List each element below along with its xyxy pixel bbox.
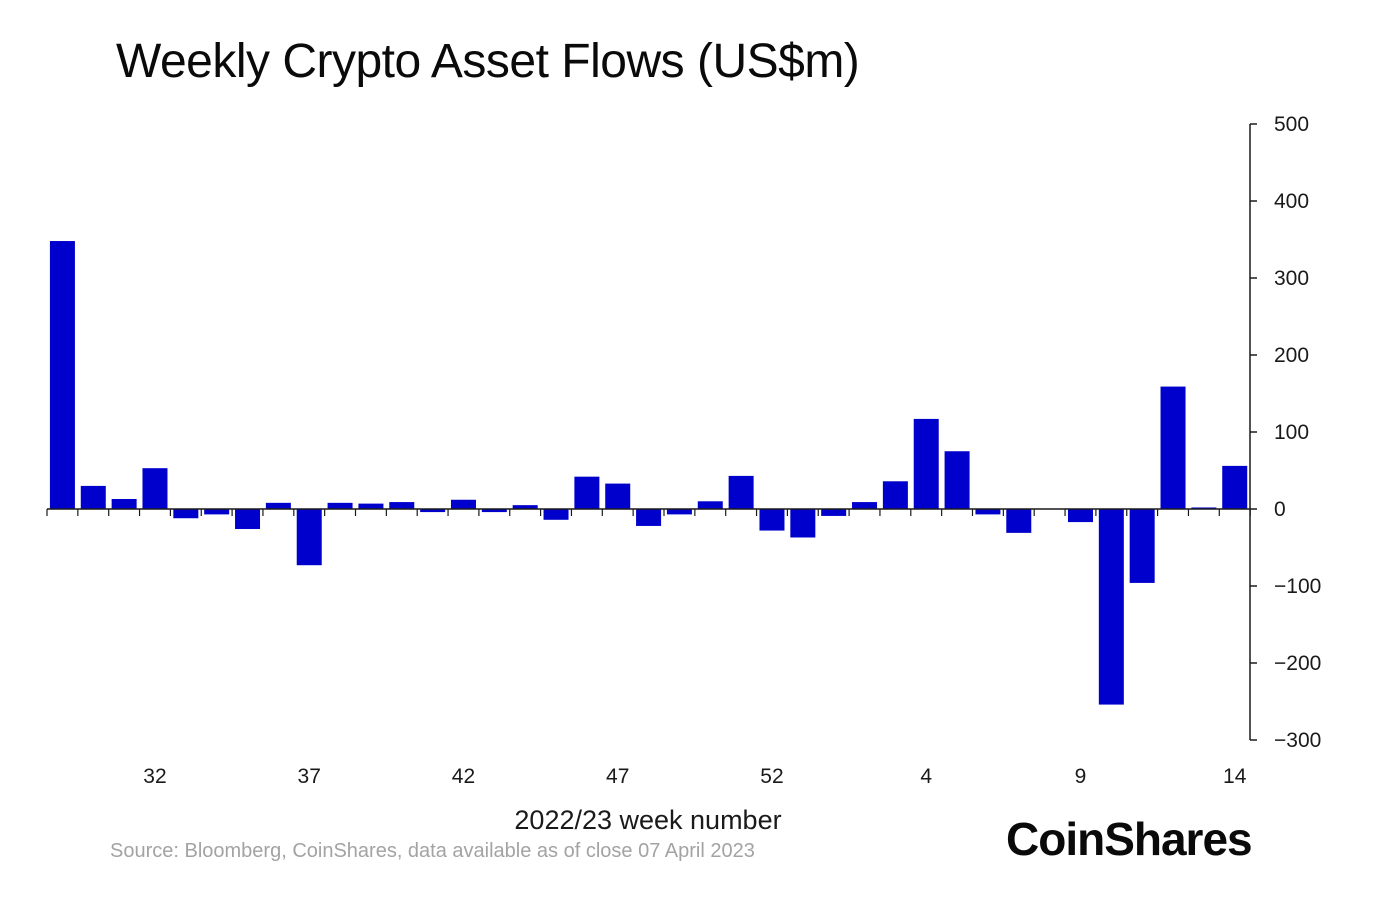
bar-week-52 (759, 509, 785, 531)
bar-week-45 (543, 509, 569, 520)
chart-title: Weekly Crypto Asset Flows (US$m) (116, 35, 860, 88)
bar-week-40 (389, 502, 415, 509)
y-tick-label: −300 (1274, 729, 1321, 752)
y-tick-label: −200 (1274, 652, 1321, 675)
bar-week-2 (821, 509, 847, 516)
bar-week-37 (296, 509, 322, 566)
bar-week-49 (666, 509, 692, 515)
x-axis-title: 2022/23 week number (514, 805, 781, 835)
y-tick-label: 100 (1274, 421, 1309, 444)
y-tick-label: 200 (1274, 344, 1309, 367)
bar-week-36 (265, 502, 291, 509)
bar-week-4 (882, 481, 908, 509)
source-note: Source: Bloomberg, CoinShares, data avai… (110, 840, 755, 862)
y-tick-label: 0 (1274, 498, 1286, 521)
x-tick-label: 9 (1075, 765, 1087, 788)
bar-week-14 (1191, 507, 1217, 509)
coinshares-logo: CoinShares (1006, 813, 1253, 865)
bar-week-44 (512, 505, 538, 509)
bar-week-50 (697, 501, 723, 509)
axes: 32 37 42 47 52 4 9 14 500 400 300 200 100 0 −100 −200 −3… (46, 113, 1321, 788)
y-tick-label: 400 (1274, 190, 1309, 213)
bar-week-42 (450, 499, 476, 509)
y-tick-label: −100 (1274, 575, 1321, 598)
y-tick-label: 500 (1274, 113, 1309, 136)
x-tick-label: 52 (760, 765, 783, 788)
bar-week-38 (327, 502, 353, 509)
bar-week-33 (173, 509, 199, 519)
bar-week-41 (420, 509, 446, 513)
bar-week-31 (111, 498, 137, 509)
bar-week-51 (728, 475, 754, 509)
bar-week-5 (913, 418, 939, 509)
bar-week-8 (1006, 509, 1032, 533)
bar-week-35 (235, 509, 261, 530)
bar-week-46 (574, 476, 600, 509)
x-tick-label: 47 (606, 765, 629, 788)
x-tick-label: 42 (452, 765, 475, 788)
bar-week-30 (80, 485, 106, 509)
bar-week-29 (49, 241, 75, 510)
bar-week-1 (790, 509, 816, 538)
bar-week-3 (852, 502, 878, 509)
bar-week-7 (975, 509, 1001, 515)
bars (49, 241, 1248, 705)
bar-week-15 (1222, 465, 1248, 509)
x-tick-label: 4 (920, 765, 932, 788)
bar-week-43 (481, 509, 507, 513)
bar-week-39 (358, 503, 384, 509)
x-tick-label: 14 (1223, 765, 1247, 788)
bar-week-32 (142, 468, 168, 509)
bar-week-10 (1067, 509, 1093, 523)
y-tick-label: 300 (1274, 267, 1309, 290)
bar-week-47 (605, 483, 631, 509)
x-tick-label: 37 (298, 765, 321, 788)
bar-week-13 (1160, 386, 1186, 509)
bar-week-12 (1129, 509, 1155, 583)
bar-week-34 (204, 509, 230, 515)
bar-week-6 (944, 451, 970, 509)
x-tick-label: 32 (143, 765, 166, 788)
bar-week-11 (1098, 509, 1124, 705)
bar-week-48 (636, 509, 662, 526)
